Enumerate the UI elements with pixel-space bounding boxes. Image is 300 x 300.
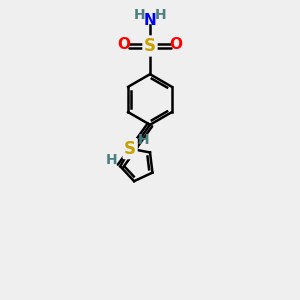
Text: N: N <box>144 13 156 28</box>
Text: H: H <box>138 133 149 147</box>
Text: H: H <box>106 153 118 167</box>
Text: S: S <box>124 140 136 158</box>
Text: S: S <box>144 37 156 55</box>
Text: H: H <box>154 8 166 22</box>
Text: O: O <box>118 37 130 52</box>
Text: H: H <box>134 8 146 22</box>
Text: O: O <box>169 37 182 52</box>
